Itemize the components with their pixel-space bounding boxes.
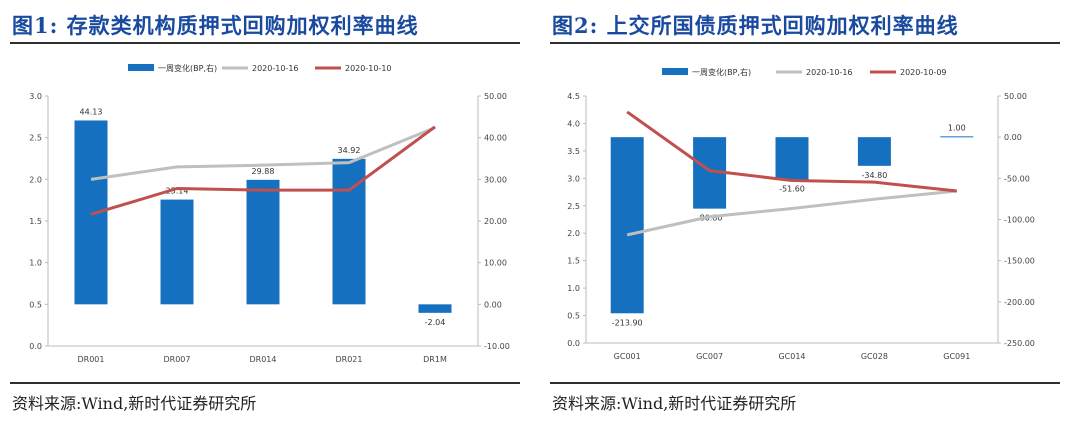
bar-data-label: -2.04	[425, 318, 446, 327]
bar-DR1M	[418, 304, 452, 313]
bar-data-label: 44.13	[80, 107, 103, 116]
chart-2: 0.0 0.5 1.0 1.5 2.0 2.5 3.0 3.5 4.0 4.5 -250.00 -20…	[567, 67, 1035, 361]
bar-DR014	[246, 179, 280, 305]
left-tick-label: 4.5	[567, 92, 580, 101]
chart-1: 0.0 0.5 1.0 1.5 2.0 2.5 3.0 -10.00 0.00 10.00 20.0…	[29, 63, 510, 364]
right-tick-label: -10.00	[484, 342, 510, 351]
right-tick-label: 0.00	[484, 300, 502, 309]
line-series-2020-10-10	[90, 125, 436, 216]
right-tick-label: 0.00	[1004, 133, 1022, 142]
x-tick-label: DR021	[336, 355, 363, 364]
x-tick-label: DR001	[78, 355, 105, 364]
right-tick-label: 40.00	[484, 134, 507, 143]
right-tick-label: 10.00	[484, 259, 507, 268]
left-tick-label: 1.5	[29, 217, 42, 226]
left-tick-label: 0.5	[29, 300, 42, 309]
bar-data-label: -213.90	[612, 318, 643, 327]
legend-label-line: 2020-10-16	[252, 64, 299, 73]
left-tick-label: 2.5	[29, 134, 42, 143]
left-tick-label: 1.0	[567, 284, 580, 293]
line-series-2020-10-16	[90, 126, 436, 181]
bar-data-label: 34.92	[338, 146, 361, 155]
right-tick-label: 30.00	[484, 175, 507, 184]
x-tick-label: DR014	[250, 355, 277, 364]
source-rule	[550, 382, 1060, 384]
legend: 一周变化(BP,右) 2020-10-16 2020-10-10	[128, 63, 392, 73]
left-tick-label: 2.0	[567, 229, 580, 238]
bar-data-label: -34.80	[862, 171, 888, 180]
left-tick-label: 0.0	[29, 342, 42, 351]
bar-data-label: -51.60	[779, 185, 805, 194]
chart-panel-1: 图1: 存款类机构质押式回购加权利率曲线 0.0 0.5 1.0 1.5 2.0 2.5 3…	[0, 0, 530, 428]
legend-label-bar: 一周变化(BP,右)	[692, 67, 751, 77]
legend-swatch-bar	[128, 64, 154, 71]
right-tick-label: 50.00	[484, 92, 507, 101]
right-tick-label: -100.00	[1004, 216, 1035, 225]
right-tick-label: -150.00	[1004, 257, 1035, 266]
bar-GC028	[857, 137, 891, 166]
x-tick-label: DR1M	[423, 355, 447, 364]
right-tick-label: -50.00	[1004, 174, 1030, 183]
left-tick-label: 2.5	[567, 202, 580, 211]
bar-data-label: 1.00	[948, 123, 966, 132]
source-rule	[10, 382, 520, 384]
left-tick-label: 0.0	[567, 339, 580, 348]
legend-label-line: 2020-10-16	[806, 68, 853, 77]
bar-GC001	[610, 137, 644, 314]
legend-label-bar: 一周变化(BP,右)	[158, 63, 217, 73]
left-tick-label: 2.0	[29, 175, 42, 184]
x-tick-label: GC091	[943, 352, 970, 361]
right-tick-label: -200.00	[1004, 298, 1035, 307]
x-tick-label: GC001	[614, 352, 641, 361]
x-tick-label: DR007	[164, 355, 191, 364]
panel-title: 图2: 上交所国债质押式回购加权利率曲线	[552, 13, 959, 38]
legend-label-line: 2020-10-10	[345, 64, 392, 73]
right-tick-label: 20.00	[484, 217, 507, 226]
x-tick-label: GC014	[778, 352, 805, 361]
panel-title: 图1: 存款类机构质押式回购加权利率曲线	[12, 13, 419, 38]
source-note: 资料来源:Wind,新时代证券研究所	[552, 394, 797, 413]
bar-GC091	[940, 136, 974, 138]
bar-GC014	[775, 137, 809, 180]
bar-data-label: 29.88	[252, 167, 275, 176]
bar-DR007	[160, 199, 194, 305]
legend-label-line: 2020-10-09	[900, 68, 947, 77]
left-tick-label: 4.0	[567, 119, 580, 128]
title-rule	[10, 42, 520, 44]
line-series-2020-10-09	[626, 110, 957, 193]
legend-swatch-bar	[662, 68, 688, 75]
chart-panel-2: 图2: 上交所国债质押式回购加权利率曲线 0.0 0.5 1.0 1.5 2.0 2.5 3…	[540, 0, 1080, 428]
legend: 一周变化(BP,右) 2020-10-16 2020-10-09	[662, 67, 947, 77]
left-tick-label: 1.0	[29, 259, 42, 268]
x-tick-label: GC028	[861, 352, 888, 361]
left-tick-label: 3.0	[567, 174, 580, 183]
left-tick-label: 1.5	[567, 257, 580, 266]
left-tick-label: 3.5	[567, 147, 580, 156]
right-tick-label: 50.00	[1004, 92, 1027, 101]
x-tick-label: GC007	[696, 352, 723, 361]
line-series-2020-10-16	[626, 189, 957, 237]
source-note: 资料来源:Wind,新时代证券研究所	[12, 394, 257, 413]
bar-data-label: 25.14	[166, 187, 189, 196]
right-tick-label: -250.00	[1004, 339, 1035, 348]
title-rule	[550, 42, 1060, 44]
left-tick-label: 0.5	[567, 312, 580, 321]
left-tick-label: 3.0	[29, 92, 42, 101]
